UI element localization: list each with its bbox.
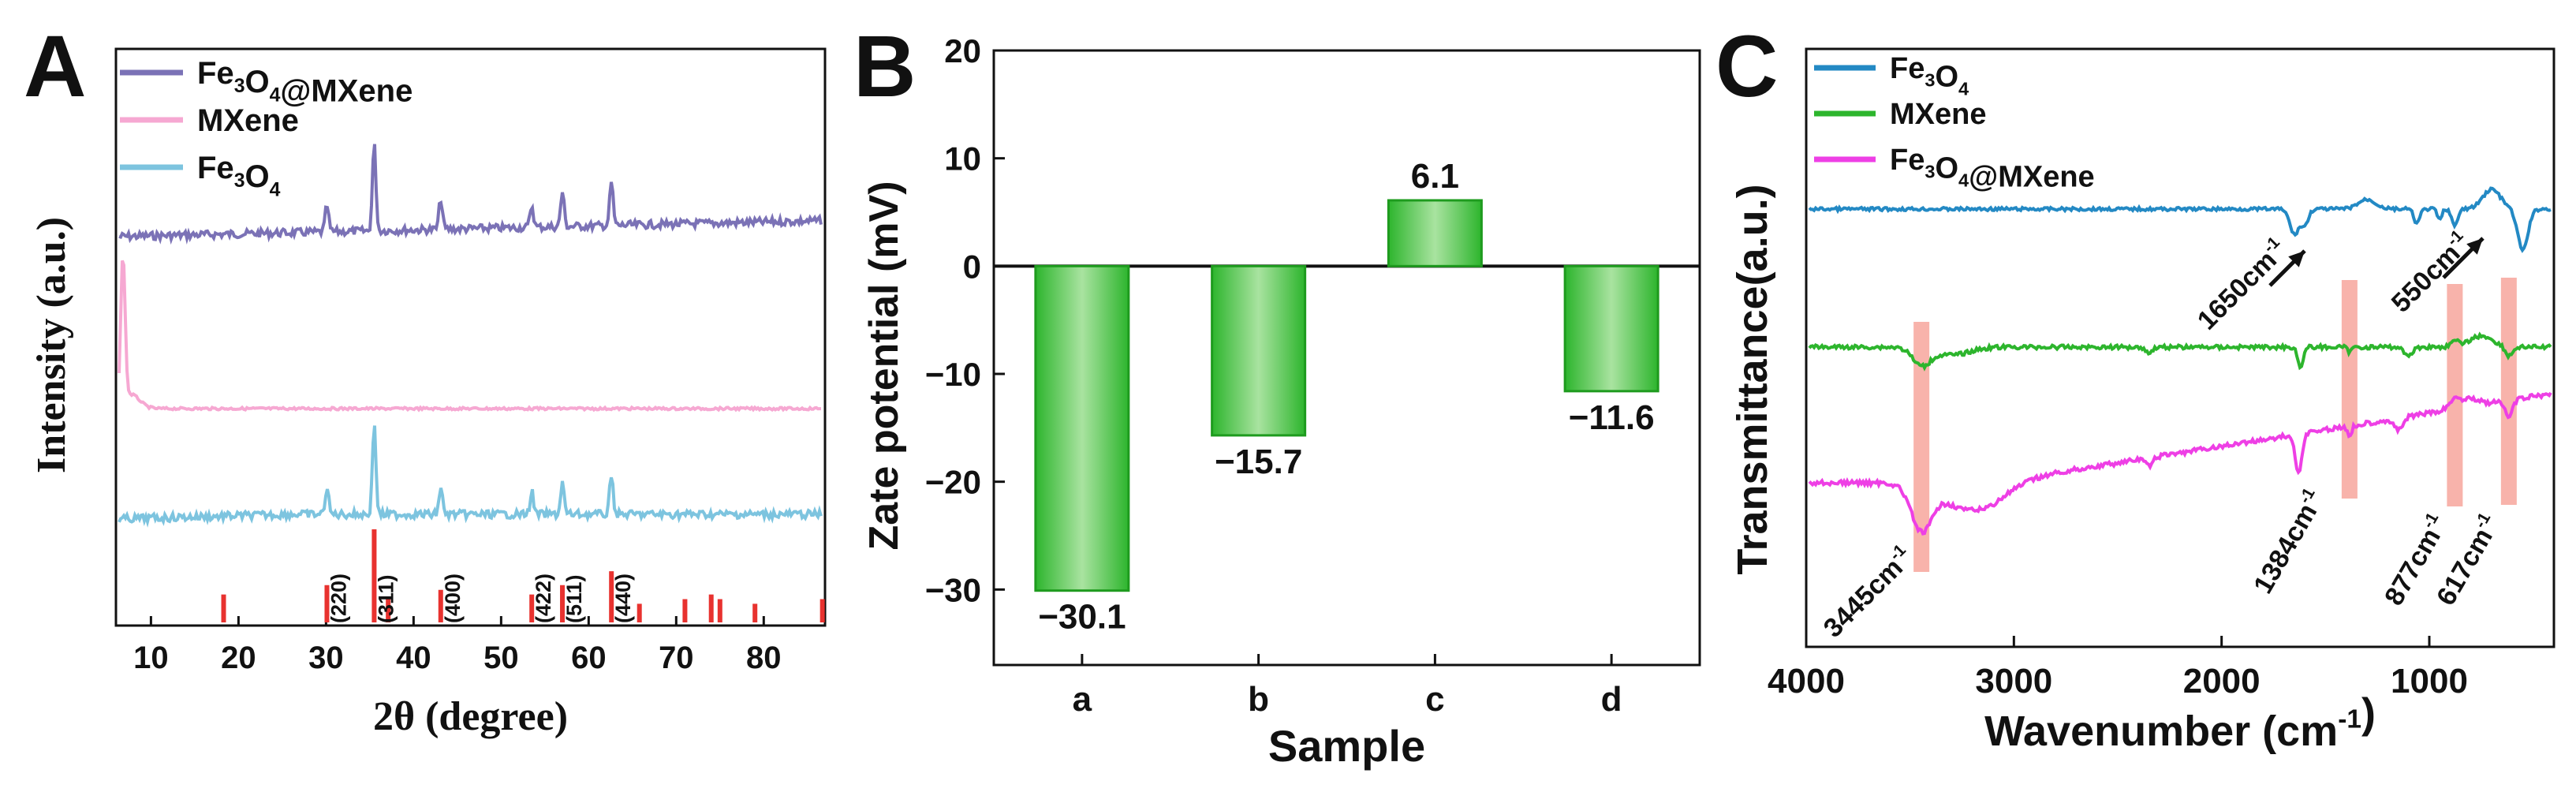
panel-c-legend-label: Fe3O4 (1890, 52, 1969, 99)
panel-c-xtick-label: 1000 (2391, 662, 2468, 700)
panel-a-legend-label: Fe3O4 (197, 151, 281, 200)
panel-c-frame (1805, 47, 2555, 648)
panel-b-category-label: b (1248, 680, 1269, 719)
panel-b-xlabel: Sample (1268, 721, 1425, 771)
panel-a-legend-label: Fe3O4@MXene (197, 56, 413, 108)
panel-c-highlight-band (2341, 280, 2358, 499)
panel-c-highlight-band (2447, 284, 2463, 506)
panel-c-ylabel: Transmittance(a.u.) (1729, 184, 1776, 574)
panel-a-ylabel: Intensity (a.u.) (29, 217, 74, 473)
panel-a-xtick-label: 10 (133, 641, 169, 675)
panel-b-ytick-label: 10 (944, 140, 981, 177)
panel-a-xtick-label: 70 (659, 641, 694, 675)
panel-b-category-label: d (1601, 680, 1622, 719)
panel-letter-a: A (24, 18, 86, 115)
panel-c-annotation: 550cm-1 (2384, 226, 2477, 319)
panel-c-xtick-label: 2000 (2183, 662, 2261, 700)
panel-b-data-label: 6.1 (1411, 157, 1459, 196)
panel-b-bar-d (1563, 264, 1659, 393)
panel-c-series-3 (1808, 391, 2552, 536)
panel-b-category-label: a (1073, 680, 1092, 719)
panel-a-series-2 (118, 260, 821, 413)
panel-a-series-1 (118, 144, 823, 245)
panel-letter-c: C (1715, 18, 1778, 115)
panel-b-category-label: c (1425, 680, 1444, 719)
panel-a-hkl-label: (511) (562, 574, 586, 623)
panel-c-legend-label: MXene (1890, 98, 1986, 131)
panel-a-xtick-label: 60 (571, 641, 607, 675)
panel-a-xtick-label: 80 (746, 641, 782, 675)
panel-a-hkl-label: (311) (374, 574, 398, 623)
panel-b-ylabel: Zate potential (mV) (861, 181, 907, 550)
panel-b-ytick-label: 0 (963, 248, 981, 285)
panel-b-data-label: −15.7 (1215, 443, 1302, 481)
panel-c-highlight-band (2500, 278, 2517, 505)
panel-a-hkl-label: (440) (611, 573, 635, 623)
panel-c-xtick-label: 3000 (1975, 662, 2052, 700)
panel-c-xlabel: Wavenumber (cm-1) (1984, 689, 2376, 755)
panel-letter-b: B (853, 18, 916, 115)
panel-c-highlight-band (1913, 322, 1930, 572)
panel-b-bar-a (1034, 264, 1130, 592)
panel-a-xtick-label: 40 (396, 641, 431, 675)
panel-a-frame (114, 47, 827, 627)
panel-b-data-label: −30.1 (1038, 598, 1126, 637)
panel-b-ytick-label: −10 (925, 356, 981, 393)
panel-b-frame (992, 49, 1701, 667)
panel-c-annotation: 1650cm-1 (2190, 233, 2293, 335)
panel-c-annotation: 3445cm-1 (1816, 540, 1919, 643)
panel-a-xlabel: 2θ (degree) (373, 694, 568, 739)
panel-a-hkl-label: (422) (532, 573, 555, 623)
panel-a-series-3 (118, 425, 823, 528)
panel-b-bar-b (1211, 264, 1307, 437)
panel-c-annotation: 617cm-1 (2429, 510, 2506, 611)
panel-b-ytick-label: −30 (925, 571, 981, 608)
panel-b-bar-c (1387, 199, 1483, 267)
panel-a-hkl-label: (400) (441, 573, 465, 623)
panel-b-ytick-label: −20 (925, 464, 981, 501)
panel-c-xtick-label: 4000 (1768, 662, 1845, 700)
panel-a-xtick-label: 20 (221, 641, 256, 675)
panel-c-arrow-1650-head (2288, 251, 2305, 267)
panel-a-xtick-label: 30 (308, 641, 344, 675)
panel-c-legend-label: Fe3O4@MXene (1890, 144, 2095, 193)
panel-a-hkl-label: (220) (327, 573, 350, 623)
panel-b-ytick-label: 20 (944, 32, 981, 69)
panel-c-annotation: 1384cm-1 (2246, 484, 2331, 599)
panel-c-arrow-550-head (2466, 238, 2483, 255)
panel-c-series-1 (1808, 186, 2552, 253)
panel-a-legend-label: MXene (197, 103, 299, 138)
panel-b-data-label: −11.6 (1569, 398, 1655, 437)
panel-a-xtick-label: 50 (483, 641, 519, 675)
panel-c-series-2 (1808, 331, 2552, 372)
